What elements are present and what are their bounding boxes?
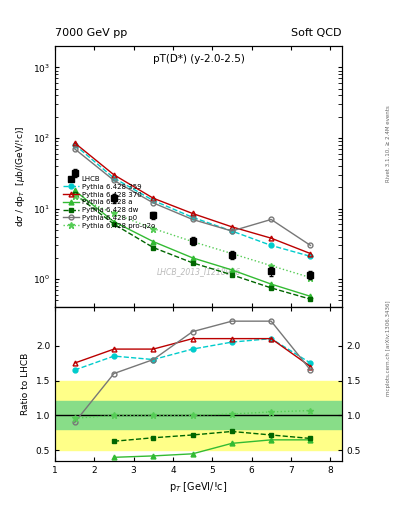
X-axis label: p$_T$ [GeVI/!c]: p$_T$ [GeVI/!c]	[169, 480, 228, 494]
Bar	[55, 401, 342, 430]
Text: Rivet 3.1.10, ≥ 2.4M events: Rivet 3.1.10, ≥ 2.4M events	[386, 105, 391, 182]
Text: mcplots.cern.ch [arXiv:1306.3436]: mcplots.cern.ch [arXiv:1306.3436]	[386, 301, 391, 396]
Text: LHCB_2013_I1218996: LHCB_2013_I1218996	[156, 267, 241, 276]
Text: pT(D*) (y-2.0-2.5): pT(D*) (y-2.0-2.5)	[152, 54, 244, 64]
Bar	[55, 380, 342, 451]
Y-axis label: d$\sigma$ / dp$_T$  [$\mu$b/(GeV/!c)]: d$\sigma$ / dp$_T$ [$\mu$b/(GeV/!c)]	[15, 126, 28, 227]
Y-axis label: Ratio to LHCB: Ratio to LHCB	[21, 353, 30, 415]
Text: Soft QCD: Soft QCD	[292, 28, 342, 38]
Legend: LHCB, Pythia 6.428 359, Pythia 6.428 370, Pythia 6.428 a, Pythia 6.428 dw, Pythi: LHCB, Pythia 6.428 359, Pythia 6.428 370…	[61, 174, 157, 230]
Text: 7000 GeV pp: 7000 GeV pp	[55, 28, 127, 38]
